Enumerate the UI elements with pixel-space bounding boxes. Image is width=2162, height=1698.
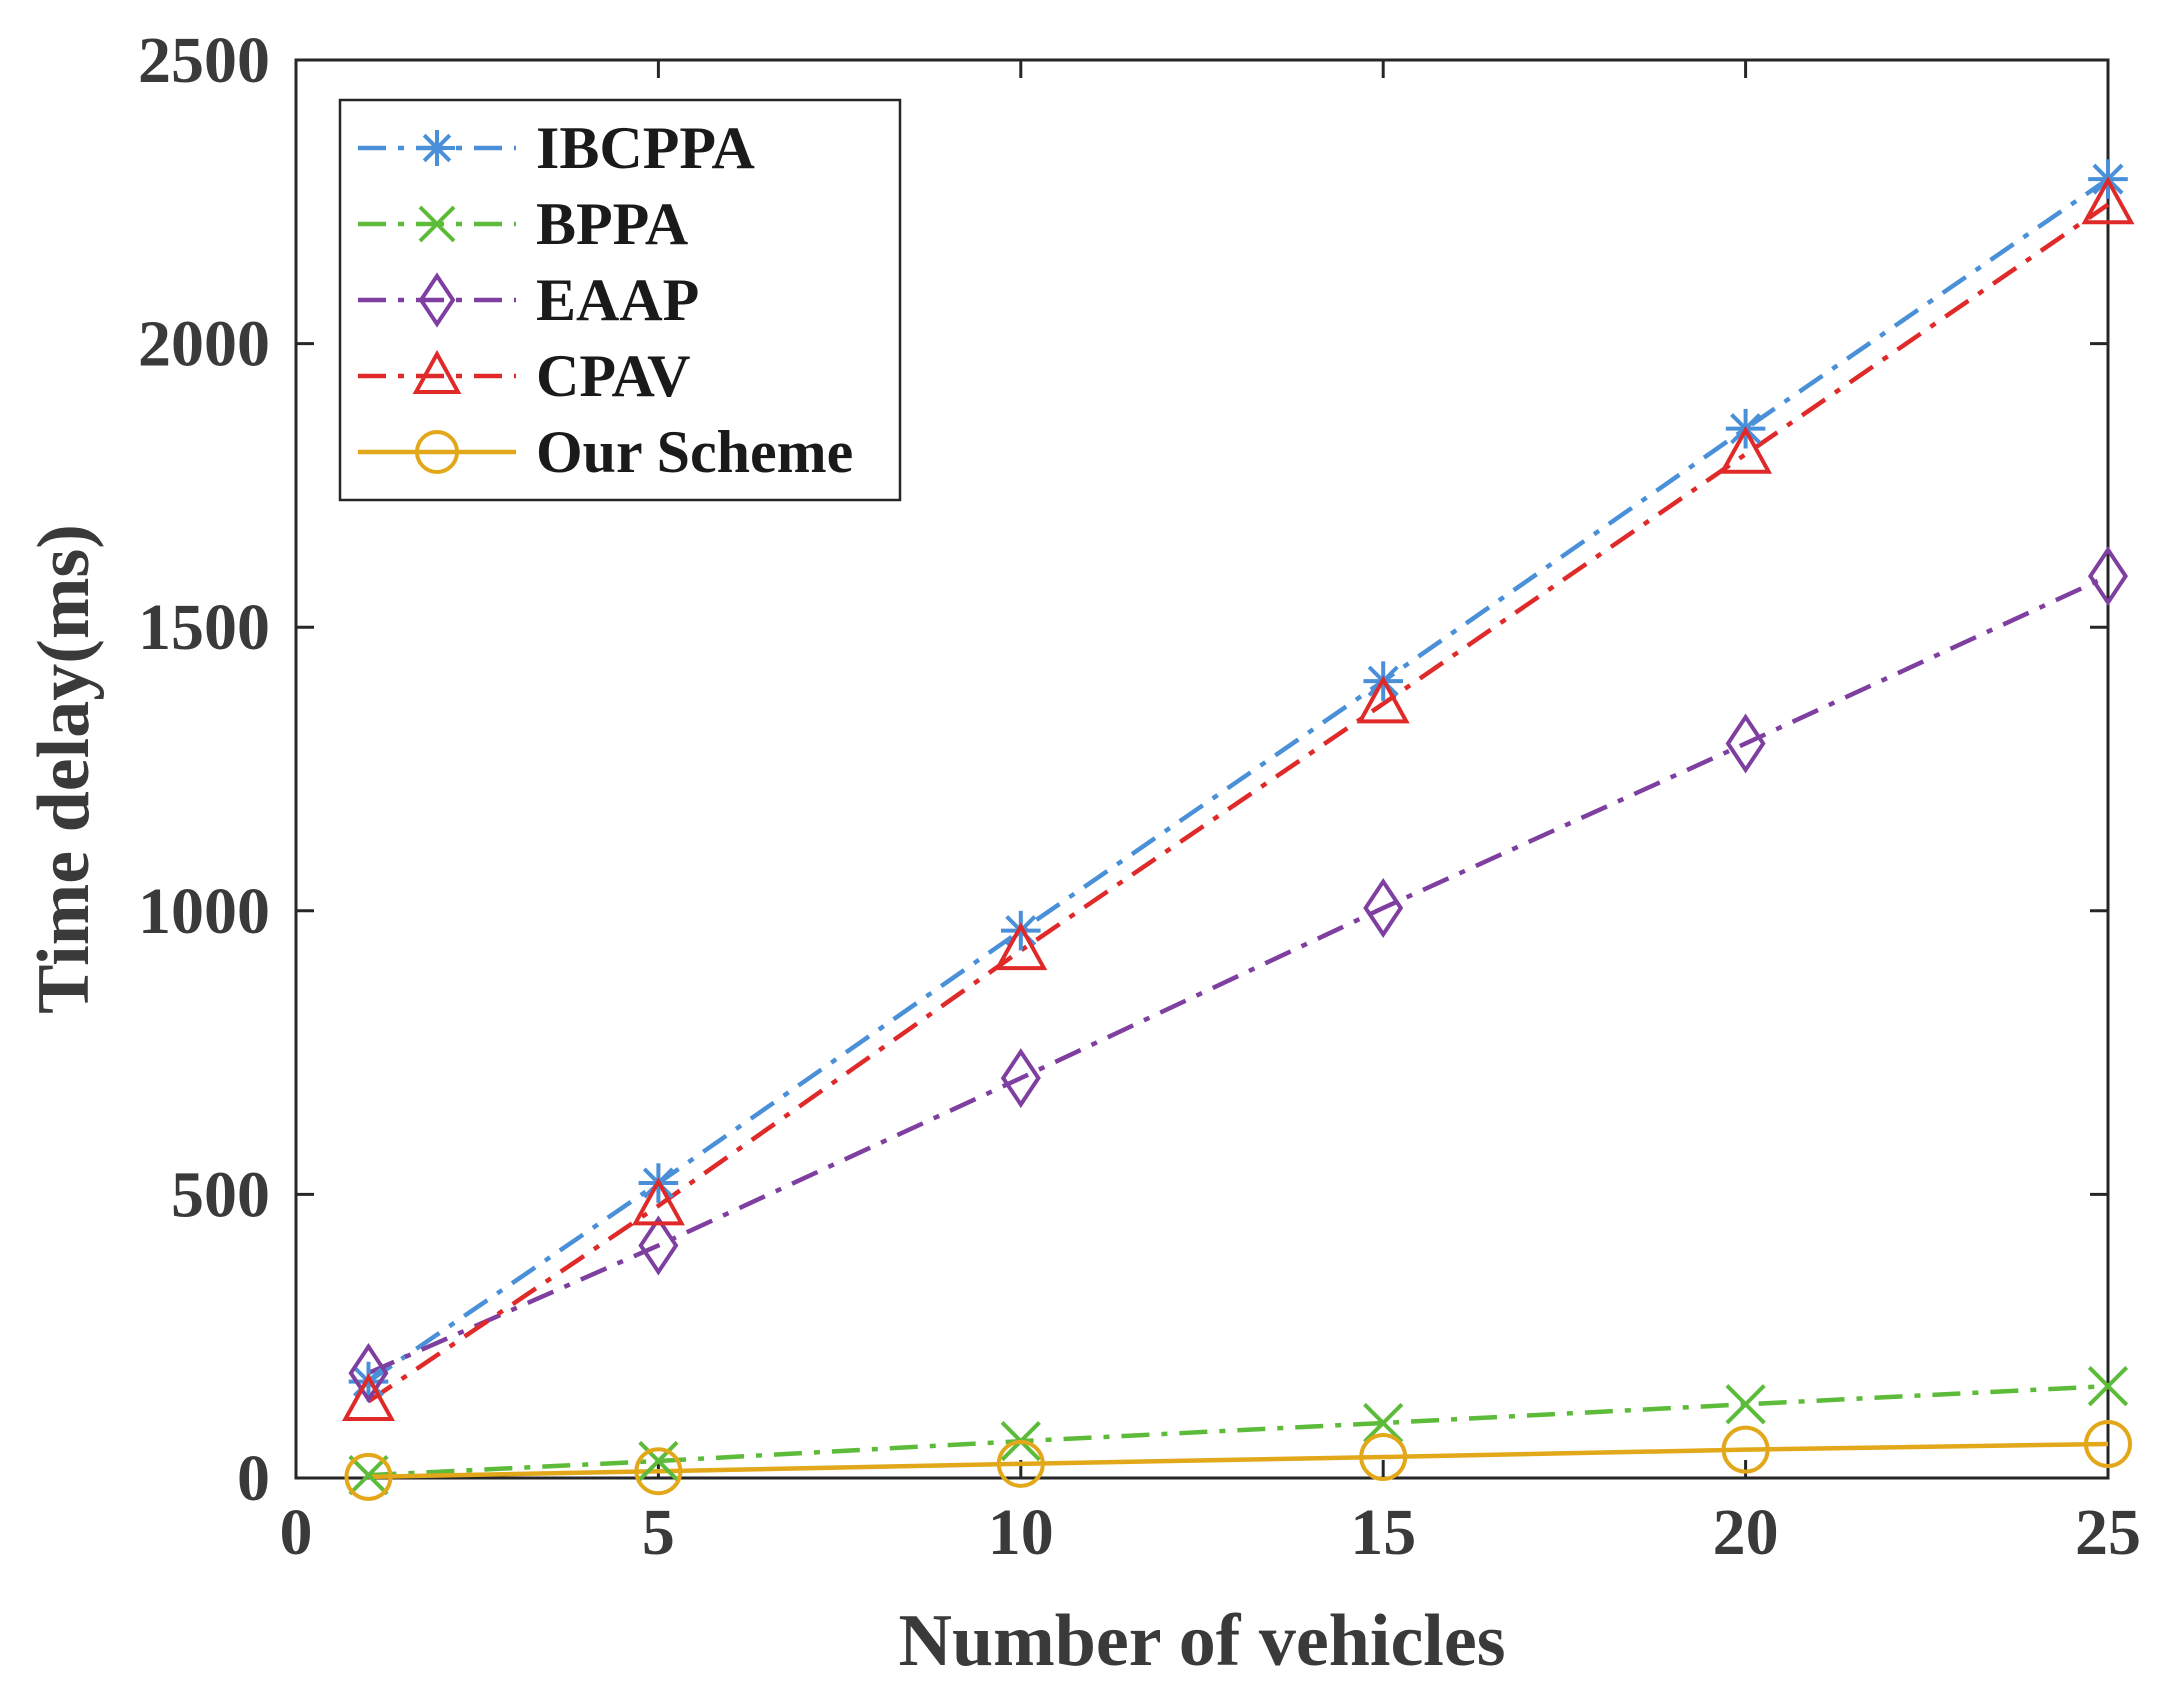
legend-label: IBCPPA <box>536 115 755 181</box>
legend-label: CPAV <box>536 343 690 409</box>
axis-tick-labels: 0 5 10 15 20 25 0 500 1000 1500 2000 2500 <box>138 24 2141 1569</box>
series-line-2 <box>367 574 2109 1376</box>
data-point-3-4 <box>1719 425 1773 474</box>
data-point-2-2 <box>1000 1048 1041 1109</box>
x-tick-label: 25 <box>2075 1496 2141 1569</box>
plot-area <box>294 58 2110 1480</box>
axis-ticks <box>294 58 2110 1480</box>
data-point-0-2 <box>1001 910 1041 951</box>
x-tick-label: 15 <box>1350 1496 1416 1569</box>
data-point-4-1 <box>634 1447 683 1496</box>
data-point-2-1 <box>638 1215 679 1276</box>
series-line-4 <box>368 1441 2109 1480</box>
y-tick-label: 500 <box>171 1158 270 1231</box>
data-point-4-4 <box>1721 1425 1770 1474</box>
data-point-4-0 <box>344 1452 393 1501</box>
series-line-3 <box>367 202 2110 1404</box>
legend-marker <box>412 349 462 394</box>
data-point-3-1 <box>631 1177 685 1226</box>
data-point-4-5 <box>2084 1419 2132 1468</box>
series-markers <box>341 159 2135 1501</box>
data-point-1-1 <box>638 1440 679 1482</box>
data-point-3-0 <box>341 1373 395 1422</box>
legend-entry-3: CPAV <box>358 343 690 409</box>
data-point-2-4 <box>1725 713 1766 774</box>
data-point-1-0 <box>348 1455 389 1496</box>
x-tick-label: 5 <box>642 1496 675 1569</box>
data-point-2-3 <box>1363 877 1404 938</box>
y-tick-label: 2500 <box>138 24 270 97</box>
plot-border <box>294 58 2110 1480</box>
series-line-1 <box>368 1383 2109 1478</box>
y-tick-label: 1500 <box>138 591 270 664</box>
x-tick-label: 0 <box>280 1496 313 1569</box>
y-tick-label: 2000 <box>138 308 270 381</box>
legend-label: EAAP <box>536 267 699 333</box>
legend-label: BPPA <box>536 191 688 257</box>
x-tick-label: 20 <box>1713 1496 1779 1569</box>
series-lines <box>367 177 2110 1480</box>
data-point-2-5 <box>2087 546 2129 607</box>
data-point-4-2 <box>996 1439 1045 1488</box>
legend-entry-0: IBCPPA <box>358 115 755 181</box>
data-point-3-3 <box>1356 675 1410 724</box>
data-point-2-0 <box>348 1343 389 1404</box>
x-tick-label: 10 <box>988 1496 1054 1569</box>
legend-entry-4: Our Scheme <box>358 419 853 485</box>
legend: IBCPPA BPPA EAAP CPAV Our Scheme <box>338 98 902 502</box>
series-line-0 <box>367 177 2110 1384</box>
data-point-1-3 <box>1363 1402 1404 1444</box>
data-point-3-5 <box>2081 176 2135 225</box>
legend-entry-2: EAAP <box>358 267 699 333</box>
legend-marker <box>418 272 456 328</box>
y-tick-label: 0 <box>237 1442 270 1515</box>
y-tick-label: 1000 <box>138 875 270 948</box>
data-point-1-5 <box>2087 1365 2129 1407</box>
data-point-4-3 <box>1359 1433 1408 1482</box>
legend-entry-1: BPPA <box>358 191 688 257</box>
y-axis-label: Time delay(ms) <box>23 524 105 1014</box>
legend-marker <box>415 430 459 474</box>
data-point-1-4 <box>1725 1384 1766 1425</box>
x-axis-label: Number of vehicles <box>899 1600 1506 1682</box>
legend-label: Our Scheme <box>536 419 853 485</box>
legend-marker <box>418 205 456 243</box>
data-point-3-2 <box>994 922 1048 971</box>
legend-marker <box>419 130 455 166</box>
